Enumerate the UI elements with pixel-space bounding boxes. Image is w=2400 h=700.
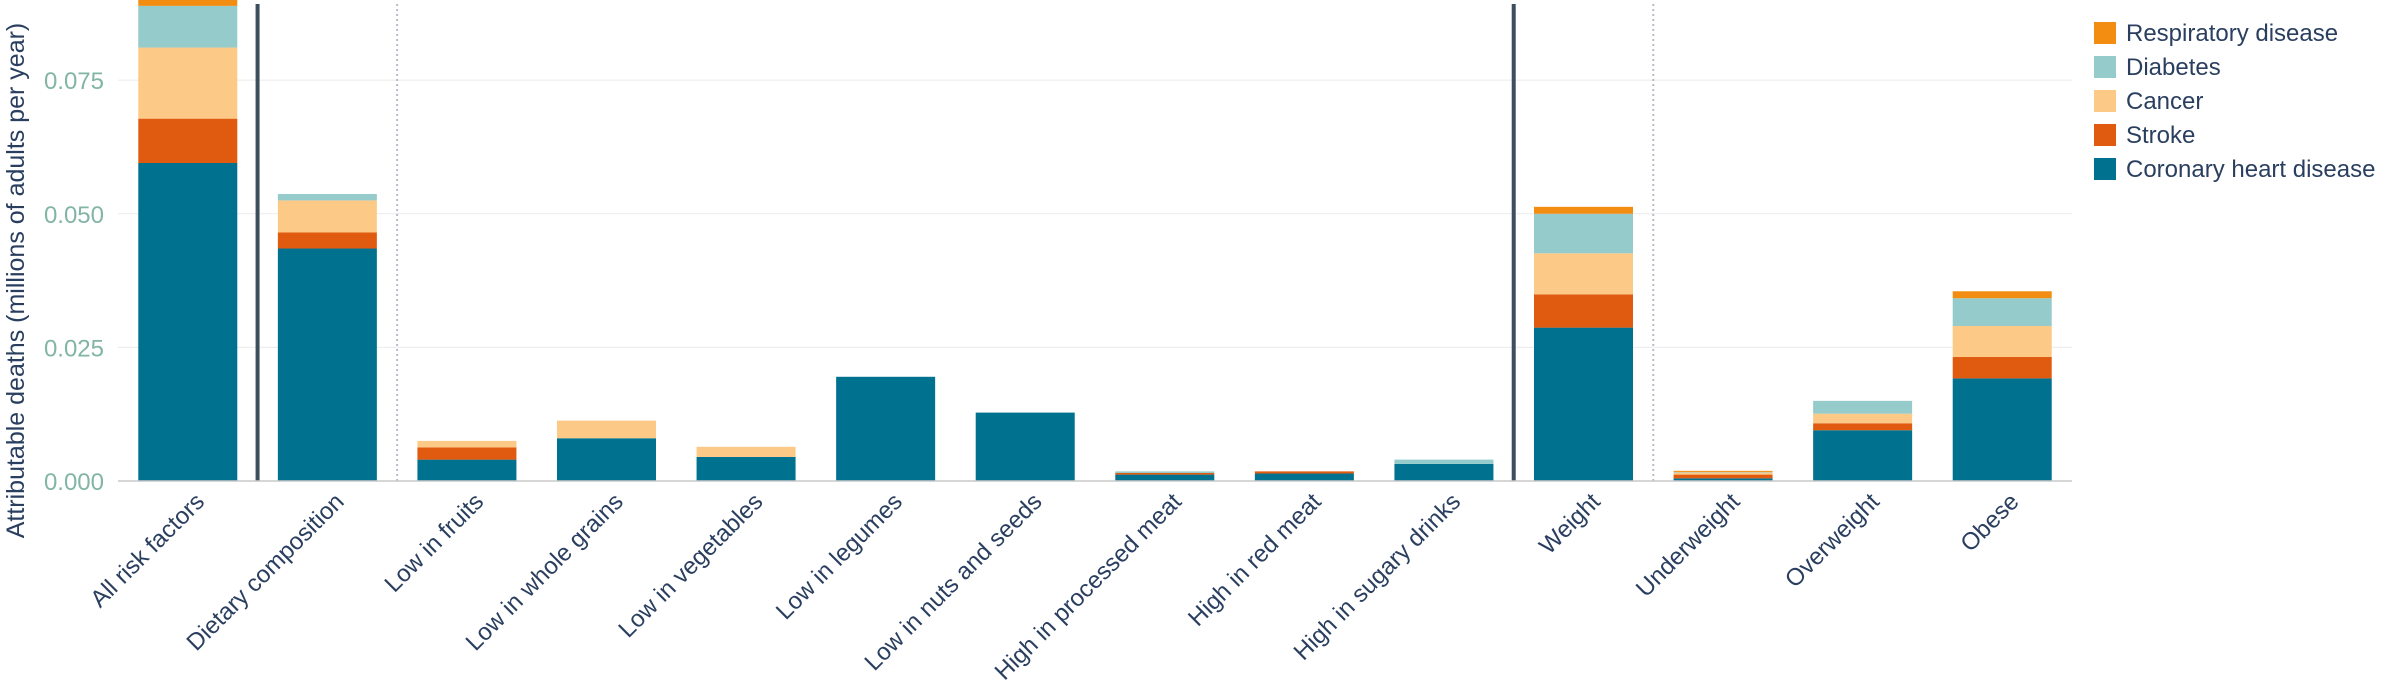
bar-segment [1394, 463, 1494, 481]
bar-segment [696, 446, 796, 457]
y-tick-label: 0.075 [44, 68, 104, 95]
x-tick-label: Low in legumes [771, 488, 908, 625]
legend-swatch [2094, 90, 2116, 112]
bar-segment [277, 200, 377, 233]
x-tick-label: Overweight [1780, 488, 1885, 593]
x-tick-label: Low in vegetables [613, 488, 768, 643]
y-axis-label: Attributable deaths (millions of adults … [2, 23, 30, 539]
legend-swatch [2094, 56, 2116, 78]
bar-segment [975, 412, 1075, 481]
bar-segment [1534, 294, 1633, 328]
bar-segment [557, 420, 656, 439]
legend-label: Stroke [2126, 122, 2195, 149]
x-tick-label: Underweight [1631, 488, 1746, 603]
bar-segment [1952, 326, 2052, 358]
bar-segment [1673, 470, 1773, 472]
bar-segment [417, 440, 517, 448]
bar-segment [138, 5, 238, 48]
legend-label: Cancer [2126, 88, 2203, 115]
legend-label: Diabetes [2126, 54, 2221, 81]
bar-segment [1115, 474, 1215, 481]
legend-swatch [2094, 158, 2116, 180]
legend-swatch [2094, 124, 2116, 146]
bar-segment [277, 194, 377, 201]
bar-segment [1673, 472, 1773, 475]
bar-segment [1952, 357, 2052, 379]
bar-segment [138, 118, 238, 164]
bar-segment [1813, 423, 1913, 431]
legend: Respiratory disease Diabetes Cancer Stroke C… [2094, 20, 2375, 183]
bar-segment [1813, 413, 1913, 424]
legend-swatch [2094, 22, 2116, 44]
x-tick-label: Low in whole grains [461, 488, 629, 656]
y-tick-labels: 0.000 0.025 0.050 0.075 [44, 68, 104, 496]
bar-segment [138, 47, 238, 119]
bar-segment [277, 232, 377, 249]
bar-segment [1952, 298, 2052, 327]
x-tick-label: All risk factors [85, 488, 210, 613]
bar-segment [1534, 213, 1633, 254]
bar-segment [1254, 471, 1354, 474]
bar-segment [1673, 478, 1773, 481]
bar-segment [1813, 430, 1913, 481]
x-tick-label: Weight [1534, 488, 1606, 560]
x-tick-label: High in red meat [1183, 488, 1327, 632]
bar-segment [1952, 378, 2052, 481]
bars-layer [138, 0, 2052, 481]
legend-label: Coronary heart disease [2126, 156, 2375, 183]
x-tick-label: Low in fruits [380, 488, 490, 598]
x-tick-label: Obese [1955, 488, 2024, 557]
bar-segment [277, 248, 377, 481]
bar-segment [1534, 327, 1633, 481]
bar-segment [1813, 400, 1913, 414]
bar-segment [138, 163, 238, 481]
bar-segment [1534, 206, 1633, 214]
y-tick-label: 0.025 [44, 335, 104, 362]
bar-segment [138, 0, 238, 6]
bar-segment [1673, 474, 1773, 479]
bar-segment [1534, 253, 1633, 295]
bar-segment [1673, 471, 1773, 473]
bar-segment [1952, 291, 2052, 299]
y-tick-label: 0.000 [44, 469, 104, 496]
bar-segment [1115, 472, 1215, 475]
bar-segment [417, 447, 517, 460]
bar-segment [417, 459, 517, 481]
y-tick-label: 0.050 [44, 202, 104, 229]
bar-segment [557, 438, 656, 481]
group-separators [255, 4, 1655, 481]
bar-segment [1115, 471, 1215, 473]
bar-segment [1394, 459, 1494, 464]
x-tick-label: Dietary composition [181, 488, 349, 656]
legend-label: Respiratory disease [2126, 20, 2338, 47]
bar-segment [836, 376, 936, 481]
y-gridlines [118, 79, 2072, 348]
bar-segment [696, 456, 796, 481]
bar-segment [1254, 473, 1354, 481]
